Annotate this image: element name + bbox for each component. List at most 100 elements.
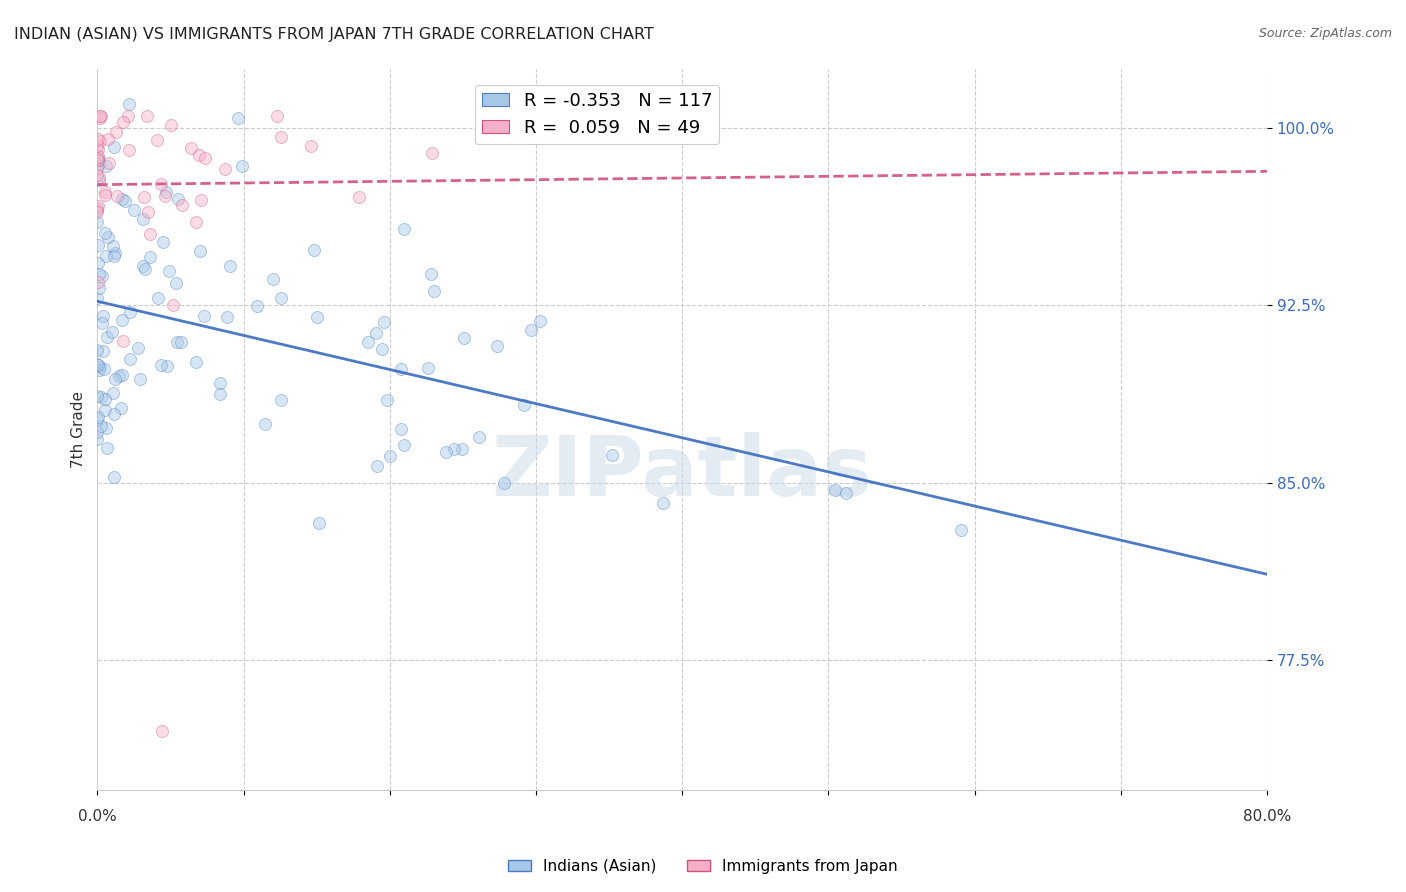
Point [86, 199, 108, 213]
Point [132, 259, 155, 273]
Point [96, 441, 118, 455]
Point [107, 369, 129, 384]
Point [219, 260, 242, 274]
Point [93, 226, 115, 240]
Point [128, 372, 150, 386]
Point [190, 194, 212, 208]
Point [93, 361, 115, 376]
Point [86, 389, 108, 403]
Point [419, 267, 441, 281]
Text: ZIPatlas: ZIPatlas [492, 433, 873, 513]
Point [103, 470, 125, 484]
Point [112, 114, 135, 128]
Point [103, 407, 125, 421]
Point [170, 335, 193, 350]
Point [299, 139, 322, 153]
Point [453, 331, 475, 345]
Point [89, 363, 111, 377]
Point [112, 334, 135, 348]
Point [86, 411, 108, 425]
Point [89, 170, 111, 185]
Point [434, 444, 457, 458]
Point [86, 152, 108, 166]
Point [392, 221, 415, 235]
Point [103, 249, 125, 263]
Point [87, 173, 110, 187]
Point [184, 355, 207, 369]
Point [392, 438, 415, 452]
Point [165, 276, 187, 290]
Point [347, 190, 370, 204]
Point [103, 140, 125, 154]
Point [104, 372, 127, 386]
Point [308, 516, 330, 530]
Point [420, 145, 443, 160]
Point [416, 361, 439, 376]
Point [117, 109, 139, 123]
Point [87, 358, 110, 372]
Point [86, 343, 108, 357]
Point [389, 361, 412, 376]
Point [90, 316, 112, 330]
Point [375, 393, 398, 408]
Point [117, 97, 139, 112]
Point [96, 421, 118, 435]
Point [370, 342, 392, 356]
Point [162, 298, 184, 312]
Point [89, 281, 111, 295]
Point [949, 523, 972, 537]
Legend: R = -0.353   N = 117, R =  0.059   N = 49: R = -0.353 N = 117, R = 0.059 N = 49 [475, 85, 720, 145]
Point [373, 315, 395, 329]
Point [87, 153, 110, 168]
Point [136, 205, 159, 219]
Point [86, 149, 108, 163]
Point [91, 309, 114, 323]
Point [186, 215, 208, 229]
Point [86, 205, 108, 219]
Point [166, 192, 188, 206]
Point [97, 132, 120, 146]
Point [529, 314, 551, 328]
Point [86, 201, 108, 215]
Point [90, 109, 112, 123]
Point [357, 335, 380, 350]
Point [111, 193, 134, 207]
Point [146, 292, 169, 306]
Point [86, 425, 108, 439]
Point [86, 215, 108, 229]
Point [378, 449, 401, 463]
Point [214, 162, 236, 177]
Point [120, 352, 142, 367]
Text: 80.0%: 80.0% [1243, 809, 1291, 824]
Point [131, 211, 153, 226]
Point [134, 262, 156, 277]
Point [94, 185, 117, 199]
Point [150, 177, 173, 191]
Point [305, 310, 328, 324]
Legend: Indians (Asian), Immigrants from Japan: Indians (Asian), Immigrants from Japan [502, 853, 904, 880]
Point [149, 358, 172, 372]
Point [467, 430, 489, 444]
Point [89, 134, 111, 148]
Point [194, 151, 217, 165]
Point [94, 403, 117, 417]
Point [118, 143, 141, 157]
Point [835, 486, 858, 500]
Point [89, 111, 111, 125]
Point [89, 359, 111, 374]
Point [451, 442, 474, 456]
Point [89, 109, 111, 123]
Point [150, 724, 173, 739]
Point [266, 109, 288, 123]
Point [127, 341, 149, 355]
Point [160, 118, 183, 132]
Point [389, 422, 412, 436]
Point [157, 264, 180, 278]
Point [152, 235, 174, 250]
Text: 0.0%: 0.0% [77, 809, 117, 824]
Point [156, 359, 179, 374]
Point [231, 159, 253, 173]
Point [93, 344, 115, 359]
Point [86, 357, 108, 371]
Point [89, 268, 111, 282]
